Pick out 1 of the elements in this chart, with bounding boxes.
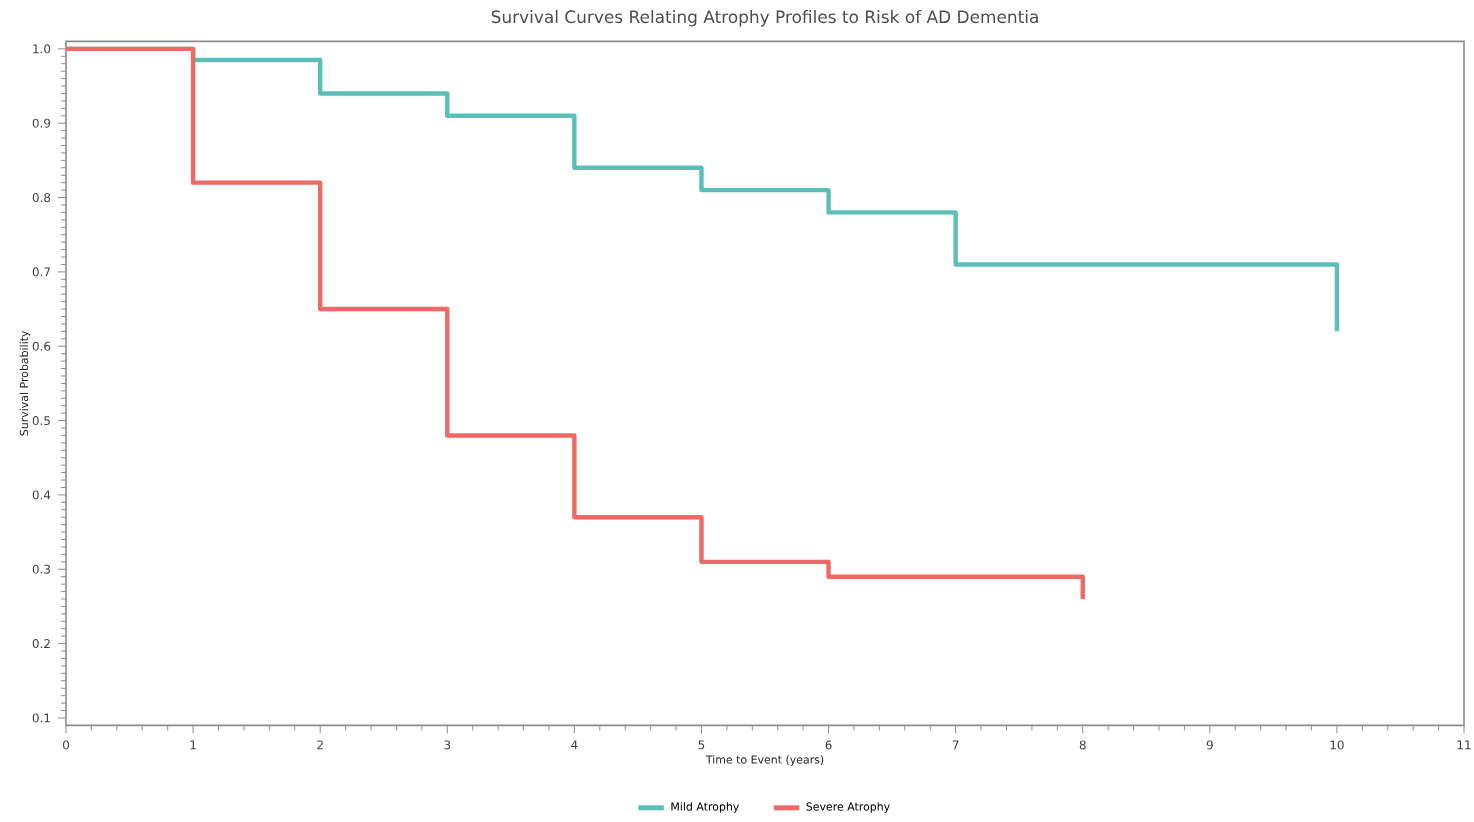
chart-title: Survival Curves Relating Atrophy Profiles to Risk of AD Dementia bbox=[491, 10, 1038, 27]
